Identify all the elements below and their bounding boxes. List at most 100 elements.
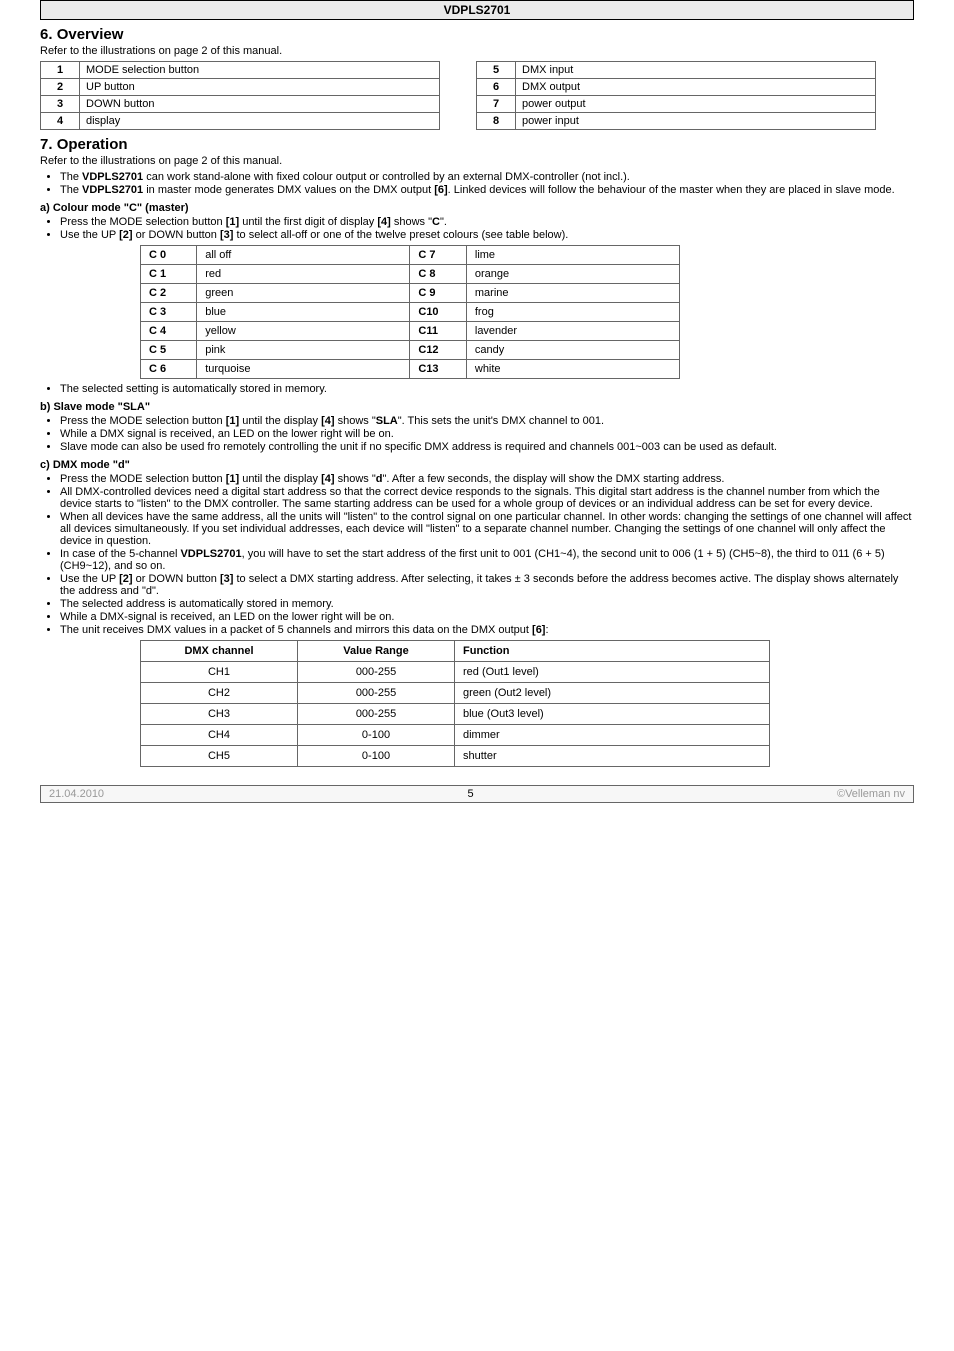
colour-code: C 3: [141, 303, 197, 322]
colour-code: C 5: [141, 341, 197, 360]
ov-label: power output: [516, 96, 876, 113]
colour-code: C 6: [141, 360, 197, 379]
footer-date: 21.04.2010: [49, 788, 104, 800]
dmx-ch: CH2: [141, 683, 298, 704]
page-footer: 21.04.2010 5 ©Velleman nv: [40, 785, 914, 803]
colour-name: orange: [466, 265, 679, 284]
list-item: Slave mode can also be used fro remotely…: [60, 441, 914, 453]
overview-intro: Refer to the illustrations on page 2 of …: [40, 45, 914, 57]
dmx-ch: CH4: [141, 725, 298, 746]
ov-num: 8: [477, 113, 516, 130]
list-item: Use the UP [2] or DOWN button [3] to sel…: [60, 573, 914, 597]
dmx-range: 000-255: [298, 704, 455, 725]
section-operation-number: 7.: [40, 136, 53, 153]
dmx-th-range: Value Range: [298, 641, 455, 662]
dmx-th-channel: DMX channel: [141, 641, 298, 662]
list-item: All DMX-controlled devices need a digita…: [60, 486, 914, 510]
mode-b-heading: b) Slave mode "SLA": [40, 401, 914, 413]
doc-header: VDPLS2701: [40, 0, 914, 20]
dmx-table: DMX channel Value Range Function CH1000-…: [140, 640, 770, 767]
dmx-th-function: Function: [455, 641, 770, 662]
dmx-range: 000-255: [298, 683, 455, 704]
footer-page: 5: [467, 788, 473, 800]
colour-name: yellow: [197, 322, 410, 341]
list-item: While a DMX signal is received, an LED o…: [60, 428, 914, 440]
ov-num: 2: [41, 79, 80, 96]
section-overview-label: Overview: [57, 26, 124, 43]
colour-name: lime: [466, 246, 679, 265]
list-item: Press the MODE selection button [1] unti…: [60, 415, 914, 427]
colour-name: all off: [197, 246, 410, 265]
colour-code: C 4: [141, 322, 197, 341]
ov-label: UP button: [80, 79, 440, 96]
colour-name: pink: [197, 341, 410, 360]
colour-name: red: [197, 265, 410, 284]
dmx-func: red (Out1 level): [455, 662, 770, 683]
dmx-ch: CH3: [141, 704, 298, 725]
list-item: The VDPLS2701 can work stand-alone with …: [60, 171, 914, 183]
colour-code: C 8: [410, 265, 467, 284]
ov-num: 5: [477, 62, 516, 79]
colour-code: C13: [410, 360, 467, 379]
dmx-range: 000-255: [298, 662, 455, 683]
mode-b-bullets: Press the MODE selection button [1] unti…: [40, 415, 914, 453]
dmx-func: dimmer: [455, 725, 770, 746]
dmx-func: blue (Out3 level): [455, 704, 770, 725]
ov-num: 3: [41, 96, 80, 113]
section-operation-label: Operation: [57, 136, 128, 153]
dmx-ch: CH1: [141, 662, 298, 683]
list-item: While a DMX-signal is received, an LED o…: [60, 611, 914, 623]
list-item: In case of the 5-channel VDPLS2701, you …: [60, 548, 914, 572]
ov-label: DOWN button: [80, 96, 440, 113]
overview-table-right: 5DMX input6DMX output7power output8power…: [476, 61, 876, 130]
dmx-ch: CH5: [141, 746, 298, 767]
colour-table: C 0all offC 7lime C 1redC 8orange C 2green…: [140, 245, 680, 379]
dmx-range: 0-100: [298, 746, 455, 767]
colour-name: blue: [197, 303, 410, 322]
colour-code: C 2: [141, 284, 197, 303]
overview-table-left: 1MODE selection button2UP button3DOWN bu…: [40, 61, 440, 130]
mode-c-bullets: Press the MODE selection button [1] unti…: [40, 473, 914, 636]
mode-a-heading: a) Colour mode "C" (master): [40, 202, 914, 214]
section-overview-title: 6. Overview: [40, 26, 914, 43]
dmx-func: shutter: [455, 746, 770, 767]
mode-a-after-bullet: The selected setting is automatically st…: [60, 383, 914, 395]
ov-label: DMX input: [516, 62, 876, 79]
section-overview-number: 6.: [40, 26, 53, 43]
mode-a-after: The selected setting is automatically st…: [40, 383, 914, 395]
mode-a-bullets: Press the MODE selection button [1] unti…: [40, 216, 914, 241]
colour-code: C11: [410, 322, 467, 341]
ov-label: DMX output: [516, 79, 876, 96]
colour-code: C 1: [141, 265, 197, 284]
colour-code: C 9: [410, 284, 467, 303]
ov-label: display: [80, 113, 440, 130]
list-item: The unit receives DMX values in a packet…: [60, 624, 914, 636]
list-item: Press the MODE selection button [1] unti…: [60, 216, 914, 228]
ov-num: 4: [41, 113, 80, 130]
footer-copyright: ©Velleman nv: [837, 788, 905, 800]
colour-name: marine: [466, 284, 679, 303]
overview-tables: 1MODE selection button2UP button3DOWN bu…: [40, 61, 914, 130]
colour-name: candy: [466, 341, 679, 360]
ov-num: 7: [477, 96, 516, 113]
mode-c-heading: c) DMX mode "d": [40, 459, 914, 471]
colour-name: turquoise: [197, 360, 410, 379]
ov-label: MODE selection button: [80, 62, 440, 79]
operation-intro: Refer to the illustrations on page 2 of …: [40, 155, 914, 167]
dmx-range: 0-100: [298, 725, 455, 746]
operation-intro-bullets: The VDPLS2701 can work stand-alone with …: [40, 171, 914, 196]
colour-code: C12: [410, 341, 467, 360]
ov-label: power input: [516, 113, 876, 130]
list-item: The selected address is automatically st…: [60, 598, 914, 610]
ov-num: 6: [477, 79, 516, 96]
list-item: Press the MODE selection button [1] unti…: [60, 473, 914, 485]
list-item: Use the UP [2] or DOWN button [3] to sel…: [60, 229, 914, 241]
section-operation-title: 7. Operation: [40, 136, 914, 153]
colour-code: C10: [410, 303, 467, 322]
colour-code: C 7: [410, 246, 467, 265]
ov-num: 1: [41, 62, 80, 79]
colour-name: green: [197, 284, 410, 303]
colour-code: C 0: [141, 246, 197, 265]
list-item: When all devices have the same address, …: [60, 511, 914, 547]
colour-name: lavender: [466, 322, 679, 341]
